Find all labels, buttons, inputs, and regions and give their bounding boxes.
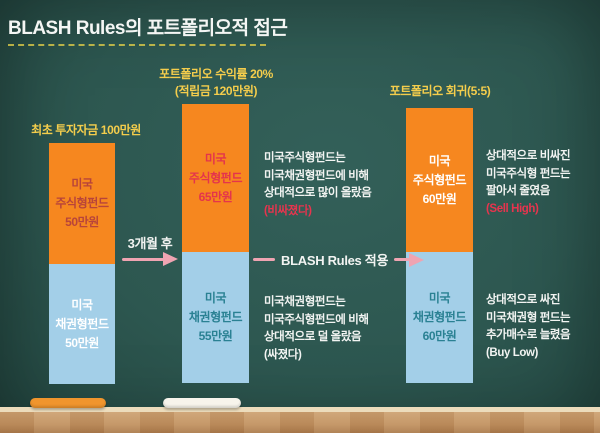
fund-market: 미국 — [204, 151, 227, 166]
chalk-tray-edge — [0, 407, 600, 412]
fund-market: 미국 — [428, 291, 451, 305]
fund-amount: 60만원 — [422, 329, 457, 343]
bar-rebalanced-bond-segment: 미국 채권형펀드 60만원 — [406, 252, 473, 383]
bar-rebalanced: 미국 주식형펀드 60만원 미국 채권형펀드 60만원 — [406, 108, 473, 383]
note-line: 미국주식형펀드에 비해 — [264, 313, 369, 326]
fund-market: 미국 — [428, 153, 451, 168]
note-line: 팔아서 줄였음 — [486, 185, 550, 197]
bar-after-return-stock-segment: 미국 주식형펀드 65만원 — [182, 104, 249, 252]
arrow-head — [409, 252, 425, 267]
page-title: BLASH Rules의 포트폴리오적 접근 — [8, 18, 288, 39]
bar-after-return-bond-segment: 미국 채권형펀드 55만원 — [182, 252, 249, 383]
fund-name: 주식형펀드 — [188, 170, 243, 185]
column-header-return-line2: (적립금 120만원) — [174, 84, 258, 98]
fund-market: 미국 — [204, 291, 227, 305]
arrow-head — [163, 252, 178, 266]
note-line: 상대적으로 비싸진 — [486, 150, 571, 162]
column-header-return: 포트폴리오 수익률 20% (적립금 120만원) — [143, 66, 289, 100]
blash-arrow-icon — [394, 252, 425, 267]
note-line: 미국주식형펀드는 — [264, 152, 346, 164]
note-buy-low: 상대적으로 싸진 미국채권형 펀드는 추가매수로 늘렸음 (Buy Low) — [486, 292, 571, 362]
note-line: 미국채권형펀드는 — [264, 296, 346, 308]
bar-after-return: 미국 주식형펀드 65만원 미국 채권형펀드 55만원 — [182, 104, 249, 383]
orange-chalk-icon — [30, 398, 106, 408]
note-accent: (비싸졌다) — [264, 204, 312, 217]
column-header-initial: 최초 투자자금 100만원 — [31, 123, 141, 137]
fund-name: 주식형펀드 — [412, 172, 467, 187]
bar-initial-bond-segment: 미국 채권형펀드 50만원 — [49, 264, 115, 384]
white-chalk-icon — [163, 398, 241, 408]
note-accent: (Buy Low) — [486, 346, 538, 359]
chalk-tray-wood — [0, 412, 600, 433]
fund-amount: 65만원 — [198, 189, 233, 204]
fund-market: 미국 — [71, 297, 93, 312]
bar-rebalanced-stock-segment: 미국 주식형펀드 60만원 — [406, 108, 473, 252]
note-line: 미국채권형펀드에 비해 — [264, 169, 369, 182]
fund-market: 미국 — [71, 177, 93, 191]
arrow-shaft — [122, 257, 164, 261]
fund-amount: 50만원 — [65, 215, 99, 229]
arrow-shaft — [394, 258, 411, 261]
blash-left-line — [253, 258, 275, 261]
fund-amount: 60만원 — [422, 191, 457, 206]
fund-amount: 55만원 — [198, 329, 233, 343]
note-accent: (싸졌다) — [264, 348, 302, 361]
fund-name: 주식형펀드 — [55, 196, 109, 210]
note-line: 상대적으로 싸진 — [486, 294, 561, 306]
note-accent: (Sell High) — [486, 202, 539, 215]
note-sell-high: 상대적으로 비싸진 미국주식형 펀드는 팔아서 줄였음 (Sell High) — [486, 148, 571, 218]
note-line: 상대적으로 덜 올랐음 — [264, 331, 362, 343]
note-bond-lagged: 미국채권형펀드는 미국주식형펀드에 비해 상대적으로 덜 올랐음 (싸졌다) — [264, 294, 369, 364]
blash-rules-label: BLASH Rules 적용 — [281, 253, 389, 268]
fund-amount: 50만원 — [65, 335, 99, 350]
bar-initial: 미국 주식형펀드 50만원 미국 채권형펀드 50만원 — [49, 143, 115, 384]
fund-name: 채권형펀드 — [412, 310, 467, 324]
title-underline — [8, 44, 266, 46]
note-line: 미국채권형 펀드는 — [486, 311, 571, 324]
after-3-months-label: 3개월 후 — [127, 236, 173, 251]
note-line: 미국주식형 펀드는 — [486, 167, 571, 180]
after-3-months-arrow-icon — [122, 252, 178, 266]
column-header-return-line1: 포트폴리오 수익률 20% — [159, 67, 273, 81]
bar-initial-stock-segment: 미국 주식형펀드 50만원 — [49, 143, 115, 264]
fund-name: 채권형펀드 — [188, 310, 243, 324]
blash-rules-row: BLASH Rules 적용 — [253, 250, 425, 269]
column-header-rebalance: 포트폴리오 회귀(5:5) — [389, 84, 491, 98]
fund-name: 채권형펀드 — [55, 316, 109, 331]
note-line: 추가매수로 늘렸음 — [486, 329, 571, 341]
note-line: 상대적으로 많이 올랐음 — [264, 187, 372, 199]
note-stock-rose: 미국주식형펀드는 미국채권형펀드에 비해 상대적으로 많이 올랐음 (비싸졌다) — [264, 150, 372, 220]
